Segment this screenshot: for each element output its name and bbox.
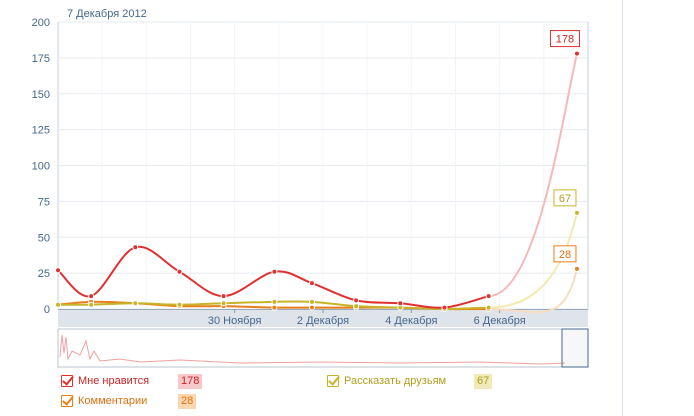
x-tick-label: 30 Ноября [208,315,262,327]
series-tail [488,268,578,314]
legend-checkbox[interactable] [61,395,73,407]
x-tick-label: 4 Декабря [385,315,437,327]
data-point [55,267,61,274]
legend-checkbox[interactable] [61,375,73,387]
legend-label: Комментарии [78,395,148,407]
legend-total-badge: 28 [178,393,197,409]
page-divider [622,0,623,416]
data-point [220,293,227,300]
x-tick-label: 6 Декабря [474,315,526,327]
y-tick-label: 75 [38,196,50,208]
overview-window [561,328,589,368]
value-callout: 67 [559,193,571,205]
series-tail [488,212,578,309]
overview-panel [57,328,589,368]
y-tick-label: 150 [32,89,50,101]
legend-total-badge: 178 [178,373,203,389]
data-point [353,303,360,310]
data-point [353,297,360,304]
data-point [271,298,278,305]
value-callout: 28 [559,249,571,261]
data-point [397,300,404,307]
data-point [271,304,278,311]
data-point [176,301,183,308]
data-point [132,300,139,307]
data-point [308,280,315,287]
value-callout-box [553,189,577,207]
data-point [176,268,183,275]
data-point [441,304,448,311]
data-point [573,209,580,216]
legend-label: Мне нравится [78,375,150,387]
overview-sparkline [59,334,566,365]
legend-item[interactable]: Рассказать друзьям 67 [327,373,493,389]
y-tick-label: 175 [32,53,50,65]
data-point [55,301,61,308]
y-tick-label: 200 [32,17,50,29]
series-tail [488,53,578,298]
data-point [132,244,139,251]
legend-checkbox[interactable] [327,375,339,387]
data-point [485,304,492,311]
value-callout-box [553,245,577,263]
y-tick-label: 50 [38,232,50,244]
data-point [573,265,580,272]
legend-total-badge: 67 [474,373,493,389]
data-point [573,50,580,57]
value-callout-box [549,30,580,48]
y-tick-label: 25 [38,268,50,280]
data-point [308,298,315,305]
value-callout: 178 [556,34,574,46]
data-point [88,301,95,308]
chart-date-label: 7 Декабря 2012 [67,8,147,20]
data-point [88,293,95,300]
legend-label: Рассказать друзьям [344,375,447,387]
x-tick-label: 2 Декабря [297,315,349,327]
legend-item[interactable]: Мне нравится 178 [61,373,203,389]
legend-item[interactable]: Комментарии 28 [61,393,197,409]
data-point [220,300,227,307]
y-tick-label: 0 [44,304,50,316]
y-tick-label: 100 [32,161,50,173]
y-tick-label: 125 [32,125,50,137]
data-point [485,293,492,300]
data-point [271,268,278,275]
x-axis-band [58,309,588,327]
data-point [308,304,315,311]
